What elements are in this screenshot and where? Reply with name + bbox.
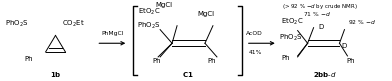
Text: PhO$_2$S: PhO$_2$S (137, 21, 161, 31)
Text: (> 92 % $-d$ by crude NMR): (> 92 % $-d$ by crude NMR) (282, 2, 358, 11)
Text: D: D (319, 24, 324, 30)
Text: Ph: Ph (282, 55, 290, 61)
Text: 71 % $-d$: 71 % $-d$ (303, 10, 330, 18)
Text: MgCl: MgCl (197, 11, 214, 17)
Text: PhMgCl: PhMgCl (101, 31, 123, 36)
Text: EtO$_2$C: EtO$_2$C (281, 17, 303, 27)
Text: Ph: Ph (347, 58, 355, 64)
Text: MgCl: MgCl (155, 2, 172, 8)
Text: EtO$_2$C: EtO$_2$C (138, 7, 161, 17)
Text: Ph: Ph (207, 58, 216, 64)
Text: Ph: Ph (152, 58, 161, 64)
Text: Ph: Ph (25, 56, 33, 62)
Text: $\mathbf{C1}$: $\mathbf{C1}$ (182, 70, 194, 79)
Text: PhO$_2$S: PhO$_2$S (5, 19, 28, 29)
Text: 41%: 41% (249, 50, 262, 55)
Text: AcOD: AcOD (246, 31, 263, 36)
Text: PhO$_2$S: PhO$_2$S (279, 33, 302, 43)
Text: D: D (341, 43, 347, 49)
Text: CO$_2$Et: CO$_2$Et (62, 19, 85, 29)
Text: 92 % $-d$: 92 % $-d$ (348, 18, 376, 26)
Text: $\mathbf{2bb\text{-}}$$\mathit{d}$: $\mathbf{2bb\text{-}}$$\mathit{d}$ (312, 70, 336, 79)
Text: $\mathbf{1b}$: $\mathbf{1b}$ (50, 70, 61, 79)
